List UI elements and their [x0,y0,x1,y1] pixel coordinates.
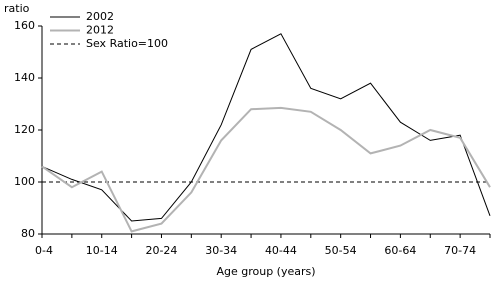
y-tick-label: 80 [21,227,35,240]
x-tick-label: 30-34 [205,244,237,257]
y-tick-label: 160 [14,19,35,32]
x-axis-label: Age group (years) [216,265,315,278]
x-tick-label: 20-24 [145,244,177,257]
x-tick-label: 60-64 [384,244,416,257]
legend-label: 2002 [86,10,114,23]
x-tick-label: 70-74 [444,244,476,257]
y-axis-label: ratio [4,2,30,15]
legend-label: Sex Ratio=100 [86,37,168,50]
x-tick-label: 10-14 [86,244,118,257]
x-tick-label: 50-54 [325,244,357,257]
legend-label: 2012 [86,24,114,37]
y-tick-label: 140 [14,71,35,84]
series-line [41,33,491,222]
y-tick-label: 100 [14,175,35,188]
series-line [41,106,491,233]
x-tick-label: 40-44 [265,244,297,257]
x-tick-label: 0-4 [35,244,53,257]
y-tick-label: 120 [14,123,35,136]
